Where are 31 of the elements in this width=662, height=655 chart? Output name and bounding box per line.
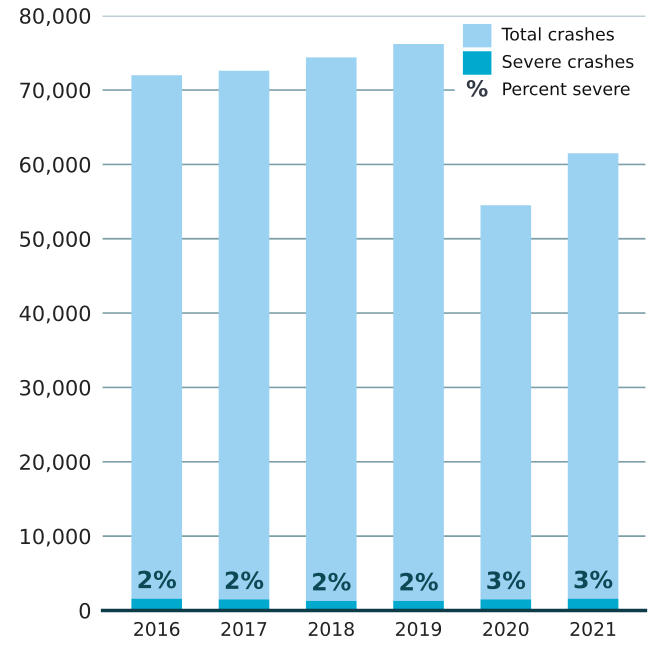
annotation: % — [466, 80, 488, 97]
y-tick-label: 10,000 — [20, 528, 90, 546]
y-tick-label: 50,000 — [20, 231, 90, 250]
x-tick-label: 2017 — [222, 622, 266, 636]
annotation: 2% — [226, 571, 264, 590]
legend-label: Total crashes — [502, 27, 614, 41]
bar — [568, 153, 618, 599]
bar — [218, 70, 270, 600]
annotation: 2% — [400, 572, 438, 591]
bar — [131, 75, 182, 599]
y-tick-label: 20,000 — [20, 454, 90, 472]
y-tick-label: 0 — [80, 602, 90, 619]
y-tick-label: 70,000 — [20, 82, 90, 100]
x-tick-label: 2016 — [134, 622, 180, 636]
annotation: Percent severe — [503, 82, 630, 96]
y-tick-label: 30,000 — [20, 380, 90, 398]
bar — [393, 44, 444, 601]
legend-label: Severe crashes — [502, 54, 634, 68]
annotation: 3% — [574, 570, 612, 588]
bar — [306, 57, 357, 601]
y-tick-label: 40,000 — [20, 306, 90, 324]
y-tick-label: 80,000 — [20, 8, 90, 26]
x-tick-label: 2018 — [308, 622, 354, 636]
annotation: 2% — [313, 572, 351, 591]
annotation: 3% — [487, 571, 526, 590]
bar — [480, 205, 532, 600]
annotation: 2% — [138, 570, 176, 588]
y-tick-label: 60,000 — [20, 156, 90, 175]
x-tick-label: 2020 — [483, 622, 528, 636]
x-tick-label: 2019 — [396, 622, 442, 636]
x-tick-label: 2021 — [570, 622, 616, 636]
